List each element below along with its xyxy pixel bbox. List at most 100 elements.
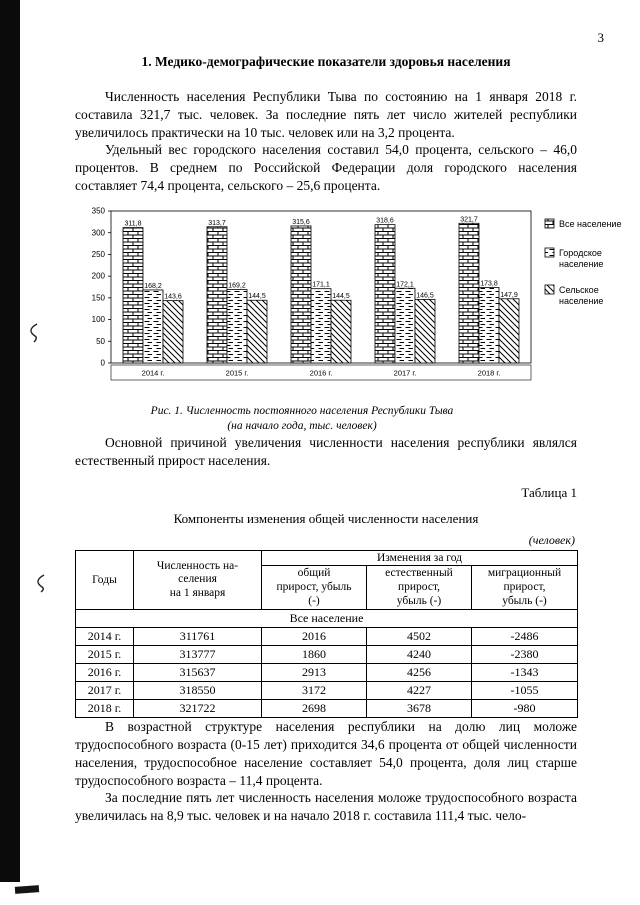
population-chart: 0 50 100 150 200 250 300 350 311,8 168,2 143,6 313,… [75, 203, 635, 400]
x-axis-label: 2015 г. [226, 368, 249, 377]
cell-year: 2018 г. [75, 699, 134, 719]
y-tick-label: 0 [101, 358, 106, 367]
cell-natural-growth: 3678 [366, 699, 472, 719]
paragraph-urban-rural-share: Удельный вес городского населения состав… [75, 142, 577, 194]
bar [122, 227, 144, 364]
cell-migration-growth: -980 [470, 699, 579, 719]
col-header-changes-group: Изменения за год [260, 550, 579, 567]
table-row: 2015 г. 313777 1860 4240 -2380 [75, 645, 579, 665]
bar [394, 287, 416, 364]
bar [374, 224, 396, 364]
legend-label: Городское [559, 248, 602, 258]
figure-caption-line1: Рис. 1. Численность постоянного населени… [150, 404, 454, 417]
bar [226, 288, 248, 364]
x-axis-label: 2017 г. [394, 368, 417, 377]
bar [246, 299, 268, 364]
bar [206, 226, 228, 364]
cell-total-growth: 2913 [261, 663, 367, 683]
cell-population: 318550 [133, 681, 262, 701]
x-axis-strip [110, 364, 532, 381]
legend-swatch [544, 284, 555, 295]
bar-value-label: 318,6 [376, 218, 394, 225]
y-tick-label: 50 [96, 337, 105, 346]
cell-natural-growth: 4256 [366, 663, 472, 683]
col-header-migration-growth: миграционный прирост, убыль (-) [470, 565, 579, 611]
cell-migration-growth: -1055 [470, 681, 579, 701]
bar [330, 299, 352, 364]
x-axis-label: 2018 г. [478, 368, 501, 377]
page-number: 3 [597, 30, 605, 45]
bar-value-label: 315,6 [292, 219, 310, 226]
bar [162, 300, 184, 364]
cell-population: 321722 [133, 699, 262, 719]
cell-migration-growth: -2486 [470, 627, 579, 647]
section-row-label: Все население [74, 609, 579, 629]
y-tick-label: 250 [92, 250, 106, 259]
page-content: 1. Медико-демографические показатели здо… [74, 54, 621, 825]
bar-value-label: 168,2 [144, 283, 162, 290]
table-row: 2018 г. 321722 2698 3678 -980 [75, 699, 579, 719]
population-components-table: Годы Численность на- селения на 1 января… [74, 550, 579, 719]
table-title: Компоненты изменения общей численности н… [173, 511, 479, 527]
bar [310, 288, 332, 364]
cell-year: 2014 г. [75, 627, 134, 647]
x-axis-label: 2014 г. [142, 368, 165, 377]
paragraph-growth-cause: Основной причиной увеличения численности… [75, 434, 577, 468]
bar [290, 225, 312, 364]
cell-migration-growth: -2380 [470, 645, 579, 665]
cell-year: 2017 г. [75, 681, 134, 701]
bar [142, 289, 164, 364]
bar-value-label: 143,6 [164, 294, 182, 301]
section-title: 1. Медико-демографические показатели здо… [141, 54, 511, 69]
cell-natural-growth: 4227 [366, 681, 472, 701]
bar [498, 298, 520, 364]
legend-label-line2: население [559, 296, 603, 306]
legend-label: Сельское [559, 285, 599, 295]
col-header-years: Годы [75, 550, 134, 611]
cell-population: 315637 [133, 663, 262, 683]
figure-caption: Рис. 1. Численность постоянного населени… [75, 404, 529, 434]
bar [414, 298, 436, 364]
cell-natural-growth: 4502 [366, 627, 472, 647]
y-tick-label: 150 [92, 293, 106, 302]
section-row: Все население [74, 609, 579, 629]
col-header-natural-growth: естественный прирост, убыль (-) [366, 565, 472, 611]
cell-migration-growth: -1343 [470, 663, 579, 683]
bar [478, 286, 500, 364]
bar-value-label: 172,1 [396, 281, 414, 288]
bar-value-label: 311,8 [125, 220, 142, 227]
bar-value-label: 173,8 [480, 280, 498, 287]
bar [458, 222, 480, 364]
col-header-total-growth: общий прирост, убыль (-) [261, 565, 367, 611]
figure-caption-line2: (на начало года, тыс. человек) [227, 419, 377, 432]
cell-natural-growth: 4240 [366, 645, 472, 665]
scan-edge-strip [0, 0, 20, 882]
bar-value-label: 321,7 [460, 216, 478, 223]
handwritten-mark [24, 322, 40, 344]
paragraph-population-total: Численность населения Республики Тыва по… [75, 89, 577, 140]
bar-value-label: 147,9 [500, 292, 518, 299]
cell-population: 313777 [133, 645, 262, 665]
table-row: 2016 г. 315637 2913 4256 -1343 [75, 663, 579, 683]
bar-value-label: 144,5 [248, 293, 266, 300]
legend-label-line2: население [559, 259, 603, 269]
y-tick-label: 100 [92, 315, 106, 324]
cell-total-growth: 3172 [261, 681, 367, 701]
col-header-population: Численность на- селения на 1 января [133, 550, 262, 611]
handwritten-mark [32, 572, 48, 594]
table-number-label: Таблица 1 [521, 485, 577, 501]
cell-year: 2015 г. [75, 645, 134, 665]
cell-total-growth: 2698 [261, 699, 367, 719]
cell-population: 311761 [133, 627, 262, 647]
legend-label: Все население [559, 219, 621, 229]
table-unit-note: (человек) [528, 533, 575, 548]
scan-edge-fragment [14, 885, 40, 894]
legend-swatch [544, 247, 555, 258]
bar-value-label: 171,1 [312, 282, 330, 289]
cell-total-growth: 2016 [261, 627, 367, 647]
x-axis-label: 2016 г. [310, 368, 333, 377]
paragraph-age-structure: В возрастной структуре населения республ… [75, 719, 577, 788]
y-tick-label: 350 [92, 206, 106, 215]
bar-value-label: 313,7 [208, 220, 226, 227]
